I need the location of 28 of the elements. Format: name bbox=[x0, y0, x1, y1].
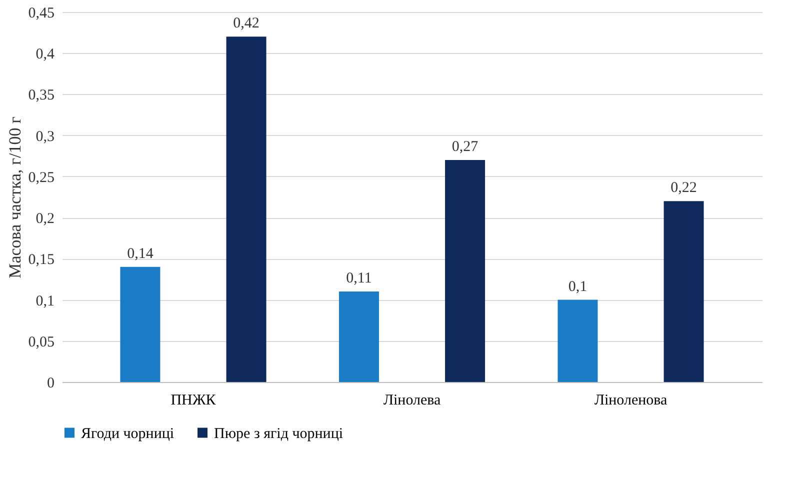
y-tick-label: 0,4 bbox=[36, 46, 55, 63]
y-tick-label: 0,25 bbox=[28, 170, 54, 186]
data-label: 0,1 bbox=[568, 278, 588, 295]
data-label: 0,27 bbox=[452, 139, 479, 155]
y-tick-label: 0,45 bbox=[28, 6, 54, 22]
y-tick-label: 0,15 bbox=[28, 252, 54, 268]
y-axis-title: Масова частка, г/100 г bbox=[5, 116, 24, 278]
legend-label: Ягоди чорниці bbox=[81, 426, 174, 442]
data-label: 0,14 bbox=[127, 246, 154, 262]
y-tick-label: 0,2 bbox=[36, 211, 54, 228]
y-tick-label: 0,35 bbox=[28, 88, 54, 104]
legend-label: Пюре з ягід чорниці bbox=[214, 426, 344, 442]
bar bbox=[338, 292, 379, 382]
y-tick-label: 0,3 bbox=[36, 128, 54, 145]
bar bbox=[558, 300, 598, 382]
y-tick-label: 0 bbox=[47, 376, 54, 392]
x-tick-label: Лінолева bbox=[383, 392, 442, 408]
data-label: 0,11 bbox=[346, 270, 372, 287]
bar bbox=[664, 201, 704, 382]
data-label: 0,42 bbox=[233, 16, 260, 32]
x-tick-label: ПНЖК bbox=[170, 392, 217, 408]
bar bbox=[226, 36, 266, 382]
data-label: 0,22 bbox=[670, 180, 697, 196]
y-tick-label: 0,05 bbox=[28, 334, 54, 350]
bar bbox=[445, 160, 486, 382]
x-tick-label: Ліноленова bbox=[594, 392, 668, 408]
y-tick-label: 0,1 bbox=[36, 293, 54, 310]
bar bbox=[120, 266, 160, 382]
